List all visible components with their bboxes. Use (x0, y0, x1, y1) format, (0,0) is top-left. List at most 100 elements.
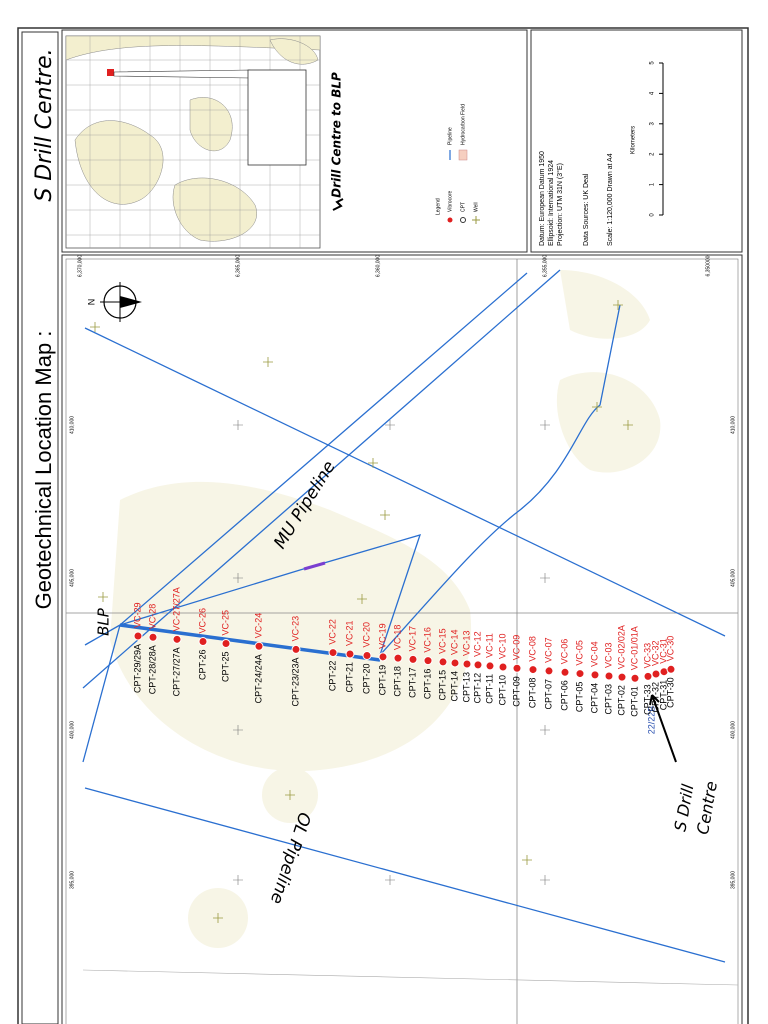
station-marker (666, 664, 676, 674)
legend-item: Vibrocore (447, 190, 453, 212)
stations: VC-29 CPT-29/29A VC-28 CPT-28/28A VC-27/27A C… (132, 587, 676, 717)
well (90, 322, 100, 332)
northing-label: 6,355,000 (542, 255, 548, 277)
well (368, 458, 378, 468)
scale-tick-label: 3 (650, 121, 656, 125)
easting-label: 410,000 (730, 416, 736, 434)
well (98, 592, 108, 602)
easting-label: 405,000 (730, 569, 736, 587)
station-marker (498, 662, 508, 672)
station-marker (485, 661, 495, 671)
vc-label: VC-22 (327, 619, 337, 645)
pipeline (84, 327, 726, 637)
well (623, 420, 633, 430)
station-marker (172, 634, 182, 644)
cpt-label: CPT-25 (220, 651, 230, 682)
cpt-label: CPT-08 (527, 678, 537, 709)
vc-label: VC-28 (147, 604, 157, 630)
coordinate-labels: 6,370,000 6,365,000 6,360,000 6,355,000 6,35… (69, 255, 736, 889)
vc-label: VC-17 (407, 626, 417, 652)
vc-label: VC-29 (132, 602, 142, 628)
vc-label: VC-12 (472, 631, 482, 657)
cpt-label: CPT-14 (449, 671, 459, 702)
grid-line (82, 969, 739, 986)
cpt-label: CPT-21 (344, 662, 354, 693)
station-marker (328, 648, 338, 658)
well (380, 510, 390, 520)
north-pointer (120, 296, 142, 308)
station-marker (438, 657, 448, 667)
cpt-label: CPT-20 (361, 663, 371, 694)
cpt-label: CPT-11 (484, 674, 494, 704)
well (613, 300, 623, 310)
station-marker (291, 644, 301, 654)
station-marker (378, 652, 388, 662)
cpt-label: CPT-01 (629, 686, 639, 717)
station-marker (148, 632, 158, 642)
vc-label: VC-05 (574, 640, 584, 666)
easting-label: 395,000 (730, 871, 736, 889)
vc-label: VC-02/02A (616, 625, 626, 669)
land (110, 270, 661, 948)
inset-label: Drill Centre to BLP (330, 72, 344, 198)
info-frame (530, 29, 743, 253)
cpt-label: CPT-13 (461, 672, 471, 703)
scale-bar: Kilometers 0 1 2 3 4 5 (631, 61, 664, 217)
pipeline (119, 534, 422, 656)
vc-label: VC-14 (449, 629, 459, 655)
station-marker (133, 631, 143, 641)
annotation: BLP (95, 607, 113, 636)
info-line: Datum: European Datum 1950 (539, 151, 546, 246)
cpt-label: CPT-26 (197, 650, 207, 681)
cpt-label: CPT-10 (497, 675, 507, 706)
pipeline (119, 272, 528, 626)
northing-label: 6,365,000 (235, 255, 241, 277)
legend-symbol (472, 216, 480, 224)
vc-label: VC-26 (197, 608, 207, 634)
legend-symbol (447, 217, 453, 223)
vc-label: VC-20 (361, 622, 371, 648)
vc-label: VC-13 (461, 630, 471, 656)
grid-crosses (233, 420, 550, 885)
map-frame (61, 254, 743, 1024)
pipeline (82, 269, 561, 689)
station-marker (630, 673, 640, 683)
cpt-label: CPT-17 (407, 667, 417, 698)
north-label: N (86, 299, 96, 306)
cpt-label: CPT-09 (511, 676, 521, 707)
cpt-label: CPT-32 (650, 682, 660, 713)
northing-label: 6,370,000 (77, 255, 83, 277)
pipeline-segment (303, 561, 326, 571)
scale-tick-label: 5 (650, 61, 656, 65)
well (592, 402, 602, 412)
cpt-label: CPT-30 (665, 677, 675, 708)
station-marker (462, 659, 472, 669)
north-arrow: N (86, 282, 142, 322)
vc-label: VC-27/27A (171, 587, 181, 631)
station-marker (651, 669, 661, 679)
cpt-label: CPT-24/24A (253, 654, 263, 703)
cpt-label: CPT-07 (543, 679, 553, 710)
vc-label: VC-18 (392, 625, 402, 651)
inset-site (107, 69, 114, 76)
pipeline (84, 787, 726, 963)
legend-item: Hydrocarbon Field (460, 104, 466, 145)
vc-label: VC-21 (344, 621, 354, 647)
vc-label: VC-32 (650, 641, 660, 667)
info-block: Datum: European Datum 1950 Ellipsoid: Int… (539, 151, 614, 246)
annotation: 22/22B (646, 706, 656, 735)
easting-label: 405,000 (69, 569, 75, 587)
pipeline (84, 624, 121, 646)
legend-symbol (458, 149, 468, 161)
scale-tick-label: 1 (650, 182, 656, 186)
cpt-label: CPT-05 (574, 682, 584, 713)
scale-tick-label: 4 (650, 91, 656, 95)
inset-land (74, 120, 164, 205)
cpt-label: CPT-33 (642, 684, 652, 715)
inset-land (189, 97, 233, 151)
station-marker (221, 638, 231, 648)
cpt-label: CPT-04 (589, 683, 599, 714)
title: Geotechnical Location Map : (31, 331, 56, 610)
